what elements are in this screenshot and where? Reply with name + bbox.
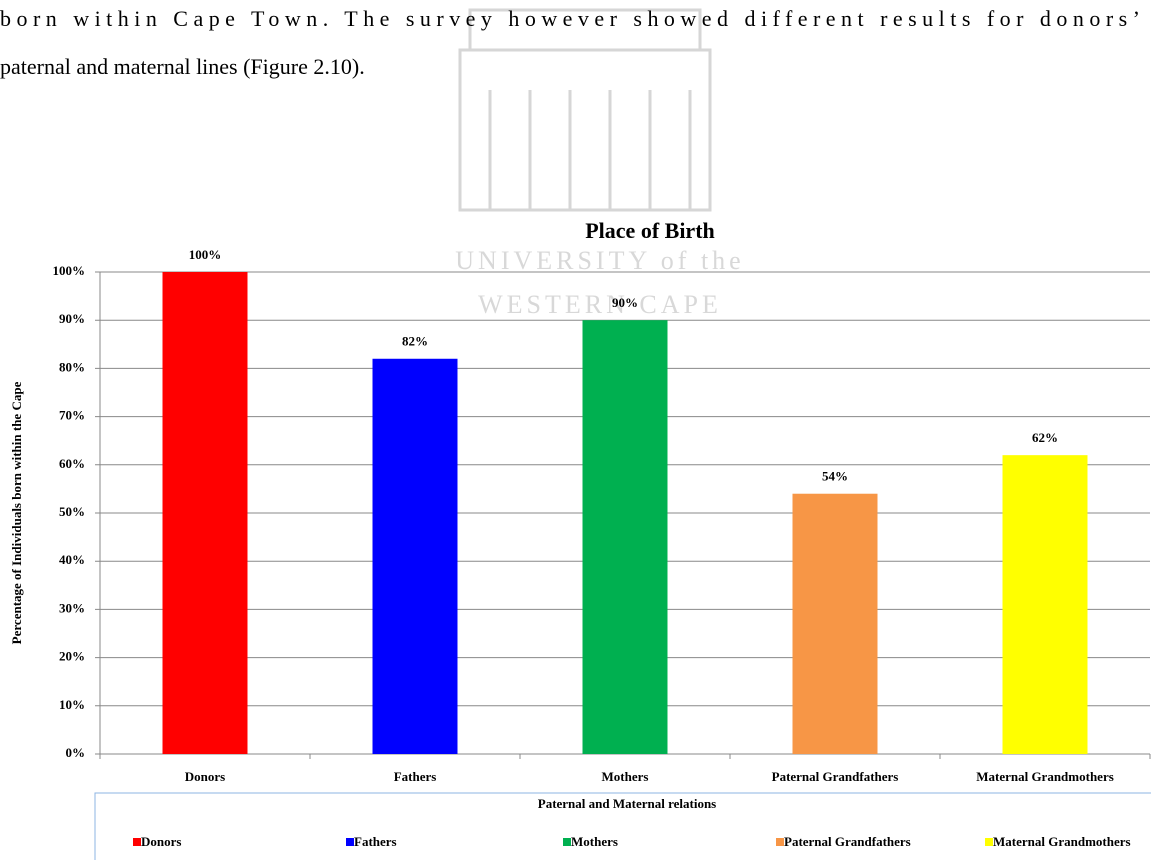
bar (792, 493, 878, 754)
y-tick-label: 90% (59, 311, 85, 326)
y-tick-label: 30% (59, 600, 85, 615)
legend-swatch (985, 838, 993, 846)
value-label: 100% (189, 247, 222, 262)
bar (162, 272, 248, 754)
watermark-text: WESTERN CAPE (478, 290, 722, 319)
legend-swatch (346, 838, 354, 846)
paragraph-line: born within Cape Town. The survey howeve… (0, 6, 1140, 31)
y-tick-label: 70% (59, 408, 85, 423)
legend-label: Fathers (354, 834, 397, 849)
legend-swatch (563, 838, 571, 846)
legend-label: Maternal Grandmothers (993, 834, 1131, 849)
y-tick-label: 60% (59, 456, 85, 471)
chart-title: Place of Birth (585, 218, 715, 243)
legend-swatch (133, 838, 141, 846)
x-tick-label: Donors (185, 769, 225, 784)
bar (582, 320, 668, 754)
value-label: 90% (612, 295, 638, 310)
legend-label: Paternal Grandfathers (784, 834, 911, 849)
bar (1002, 455, 1088, 754)
legend-label: Mothers (571, 834, 618, 849)
y-tick-label: 100% (53, 263, 86, 278)
value-label: 82% (402, 334, 428, 349)
value-label: 54% (822, 469, 848, 484)
bar (372, 358, 458, 754)
watermark-building (458, 8, 712, 212)
x-tick-label: Maternal Grandmothers (976, 769, 1114, 784)
y-axis-label: Percentage of Individuals born within th… (9, 381, 24, 644)
x-axis-label: Paternal and Maternal relations (538, 796, 717, 811)
watermark-text: UNIVERSITY of the (455, 246, 744, 275)
y-tick-label: 0% (66, 745, 86, 760)
x-tick-label: Mothers (602, 769, 649, 784)
paragraph-line: paternal and maternal lines (Figure 2.10… (0, 54, 365, 79)
x-tick-label: Paternal Grandfathers (772, 769, 899, 784)
y-tick-label: 40% (59, 552, 85, 567)
value-label: 62% (1032, 430, 1058, 445)
y-tick-label: 50% (59, 504, 85, 519)
x-tick-label: Fathers (394, 769, 437, 784)
y-tick-label: 80% (59, 359, 85, 374)
legend-label: Donors (141, 834, 181, 849)
y-tick-label: 10% (59, 697, 85, 712)
y-tick-label: 20% (59, 649, 85, 664)
legend-swatch (776, 838, 784, 846)
